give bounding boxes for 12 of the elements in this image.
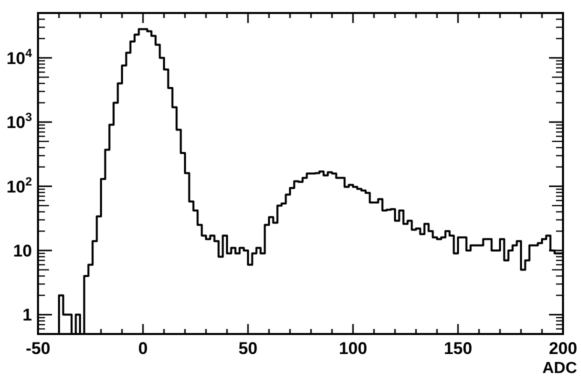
x-tick-label: 200 xyxy=(548,339,578,358)
x-tick-label: -50 xyxy=(26,339,50,358)
y-tick-label: 10$^{2}$ xyxy=(6,174,32,196)
y-tick-label: 10$^{4}$ xyxy=(6,46,32,68)
x-tick-label: 50 xyxy=(238,339,258,358)
x-axis-title: ADC xyxy=(542,360,578,377)
x-tick-label: 150 xyxy=(444,339,472,358)
x-tick-label: 100 xyxy=(338,339,368,358)
x-tick-label: 0 xyxy=(138,339,148,358)
y-tick-label: 1 xyxy=(22,306,32,325)
y-tick-label: 10 xyxy=(13,241,32,260)
y-tick-label: 10$^{3}$ xyxy=(6,110,32,132)
